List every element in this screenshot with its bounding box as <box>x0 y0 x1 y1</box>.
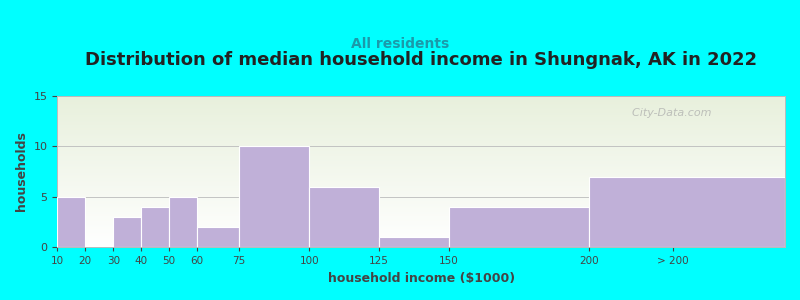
Y-axis label: households: households <box>15 131 28 212</box>
Bar <box>239 146 309 248</box>
Bar <box>114 217 142 248</box>
X-axis label: household income ($1000): household income ($1000) <box>327 272 514 285</box>
Text: City-Data.com: City-Data.com <box>625 108 711 118</box>
Bar <box>589 176 785 247</box>
Bar <box>309 187 379 247</box>
Bar <box>379 237 449 248</box>
Bar <box>449 207 589 247</box>
Bar <box>58 197 86 248</box>
Bar <box>198 227 239 247</box>
Text: All residents: All residents <box>351 37 449 50</box>
Title: Distribution of median household income in Shungnak, AK in 2022: Distribution of median household income … <box>85 51 758 69</box>
Bar <box>170 197 198 248</box>
Bar <box>142 207 170 247</box>
